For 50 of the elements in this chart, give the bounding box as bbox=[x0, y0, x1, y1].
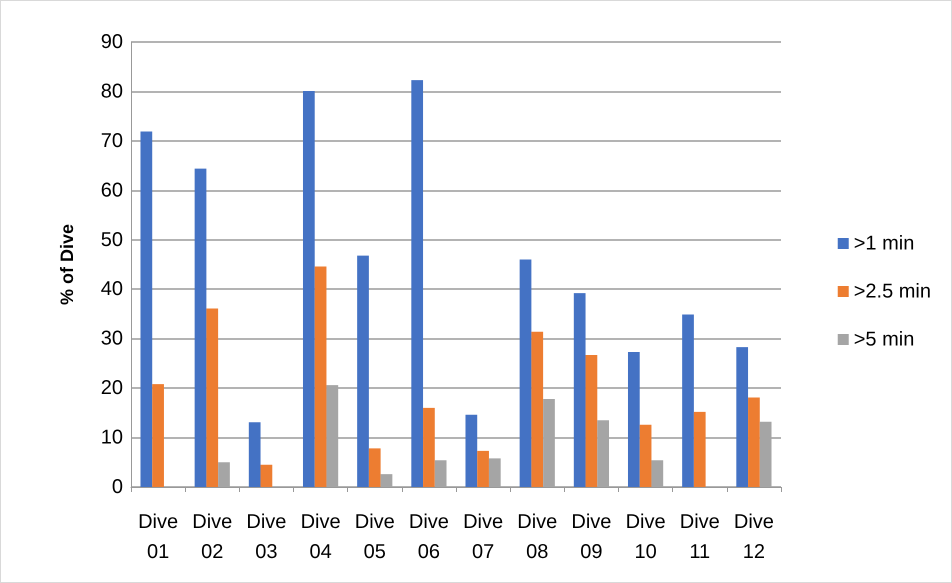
x-tick-label: Dive 05 bbox=[354, 511, 395, 563]
x-tick-label: Dive 09 bbox=[571, 511, 612, 563]
y-tick-label: 70 bbox=[100, 130, 123, 152]
bar bbox=[248, 422, 261, 487]
x-tick-label: Dive 12 bbox=[734, 511, 774, 563]
y-tick-label: 0 bbox=[112, 476, 123, 498]
legend-label: >2.5 min bbox=[854, 280, 931, 302]
legend-label: >1 min bbox=[854, 232, 914, 254]
bar bbox=[152, 384, 164, 487]
bar bbox=[574, 293, 586, 487]
bar bbox=[736, 347, 748, 487]
x-tick-label: Dive 03 bbox=[246, 511, 286, 563]
x-tick-label: Dive 04 bbox=[300, 511, 341, 563]
legend-label: >5 min bbox=[854, 328, 914, 350]
y-tick-label: 50 bbox=[100, 228, 123, 251]
bar bbox=[411, 80, 424, 487]
y-tick-label: 20 bbox=[100, 377, 123, 400]
y-tick-label: 80 bbox=[100, 80, 123, 102]
bar bbox=[368, 448, 381, 487]
x-tick-label: Dive 01 bbox=[138, 511, 178, 563]
bar bbox=[357, 256, 369, 487]
x-tick-label: Dive 11 bbox=[680, 511, 720, 563]
bar bbox=[423, 408, 435, 487]
bar bbox=[586, 354, 598, 487]
y-axis-title: % of Dive bbox=[57, 224, 77, 306]
y-tick-label: 40 bbox=[100, 278, 123, 300]
bar bbox=[628, 352, 640, 487]
bar bbox=[477, 450, 489, 487]
bar bbox=[302, 90, 315, 487]
x-tick-label: Dive 02 bbox=[192, 511, 232, 563]
bar bbox=[640, 424, 652, 487]
bar bbox=[260, 464, 272, 487]
y-tick-label: 90 bbox=[100, 31, 123, 53]
x-tick-label: Dive 06 bbox=[408, 511, 449, 563]
bar bbox=[465, 414, 478, 487]
bar bbox=[748, 398, 760, 487]
y-tick-label: 60 bbox=[100, 179, 123, 202]
x-tick-label: Dive 07 bbox=[463, 511, 504, 563]
bar bbox=[140, 131, 152, 487]
bar bbox=[694, 412, 706, 487]
bar bbox=[682, 314, 694, 487]
y-tick-label: 10 bbox=[100, 426, 123, 449]
bar bbox=[520, 260, 532, 487]
bar bbox=[206, 308, 218, 487]
bar bbox=[194, 168, 206, 487]
bar bbox=[531, 332, 544, 487]
x-tick-label: Dive 08 bbox=[517, 511, 558, 563]
y-tick-label: 30 bbox=[100, 328, 123, 350]
x-tick-label: Dive 10 bbox=[626, 511, 666, 563]
bar bbox=[314, 266, 326, 487]
